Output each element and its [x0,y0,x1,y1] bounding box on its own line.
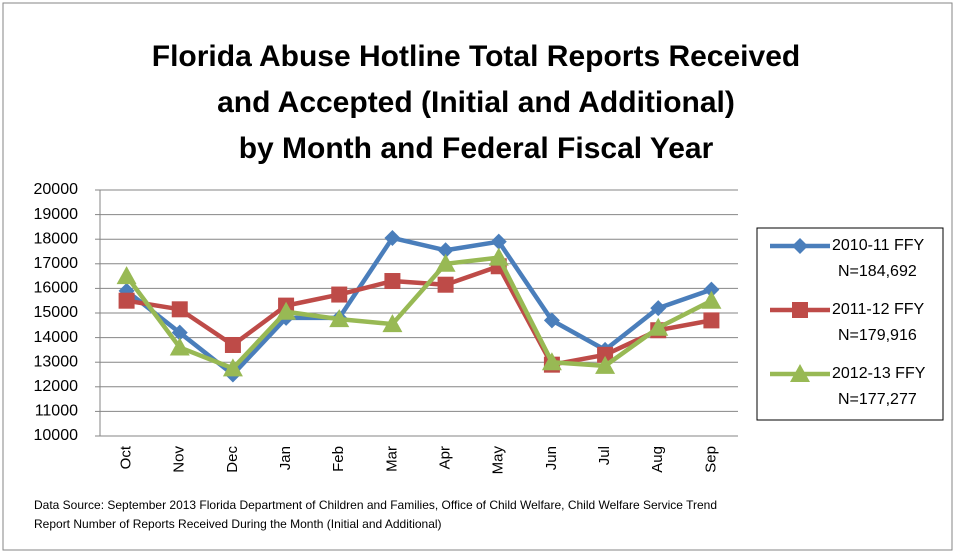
marker [648,317,669,336]
marker [169,337,190,356]
marker [224,336,241,353]
source-note: Data Source: September 2013 Florida Depa… [34,498,717,512]
y-tick-label: 13000 [34,353,79,370]
x-tick-label: Jun [543,446,560,470]
marker [541,352,562,371]
y-tick-label: 18000 [34,230,79,247]
x-tick-label: Apr [437,446,454,469]
marker [276,301,297,320]
marker [488,247,509,266]
y-tick-label: 12000 [34,378,79,395]
source-note: Report Number of Reports Received During… [34,517,442,531]
legend-box [756,227,944,421]
legend-marker [792,302,808,318]
marker [171,301,188,318]
marker [331,286,348,303]
marker [703,281,720,298]
y-tick-label: 15000 [34,304,79,321]
series-line [124,255,713,371]
marker [650,300,667,317]
y-tick-label: 11000 [35,403,78,420]
marker [597,346,614,363]
legend-marker [790,364,810,382]
y-tick-label: 17000 [34,255,79,272]
marker [222,358,243,377]
marker [329,309,350,328]
y-tick-label: 14000 [34,329,79,346]
x-tick-label: Aug [649,446,666,473]
marker [543,312,560,329]
x-tick-label: Mar [383,446,400,472]
series-line [126,264,712,367]
legend-label: N=184,692 [838,263,917,280]
legend-label: N=177,277 [838,391,917,408]
marker [118,292,135,309]
y-tick-label: 16000 [34,280,79,297]
x-tick-label: Sep [702,446,719,473]
x-tick-label: Dec [224,446,241,473]
chart-title: by Month and Federal Fiscal Year [239,132,714,165]
marker [116,266,137,285]
marker [490,233,507,250]
marker [435,253,456,272]
x-tick-label: Nov [171,446,188,473]
legend-label: 2010-11 FFY [832,237,925,254]
marker [171,324,188,341]
x-tick-label: Oct [118,445,135,469]
legend-label: 2012-13 FFY [832,365,926,382]
y-tick-label: 19000 [34,206,79,223]
x-tick-label: May [490,446,507,475]
marker [437,242,454,259]
x-tick-label: Feb [330,446,347,472]
y-tick-label: 20000 [34,181,79,198]
chart-title: and Accepted (Initial and Additional) [217,86,735,119]
marker [703,312,720,329]
marker [384,229,401,246]
legend-marker [792,238,808,254]
marker [382,314,403,333]
legend-label: N=179,916 [838,327,917,344]
marker [437,276,454,293]
y-tick-label: 10000 [34,427,79,444]
chart-title: Florida Abuse Hotline Total Reports Rece… [152,40,800,73]
legend-label: 2011-12 FFY [832,301,925,318]
x-tick-label: Jul [596,446,613,465]
marker [384,273,401,290]
marker [701,290,722,309]
marker [595,355,616,374]
x-tick-label: Jan [277,446,294,470]
series-line [125,235,713,377]
